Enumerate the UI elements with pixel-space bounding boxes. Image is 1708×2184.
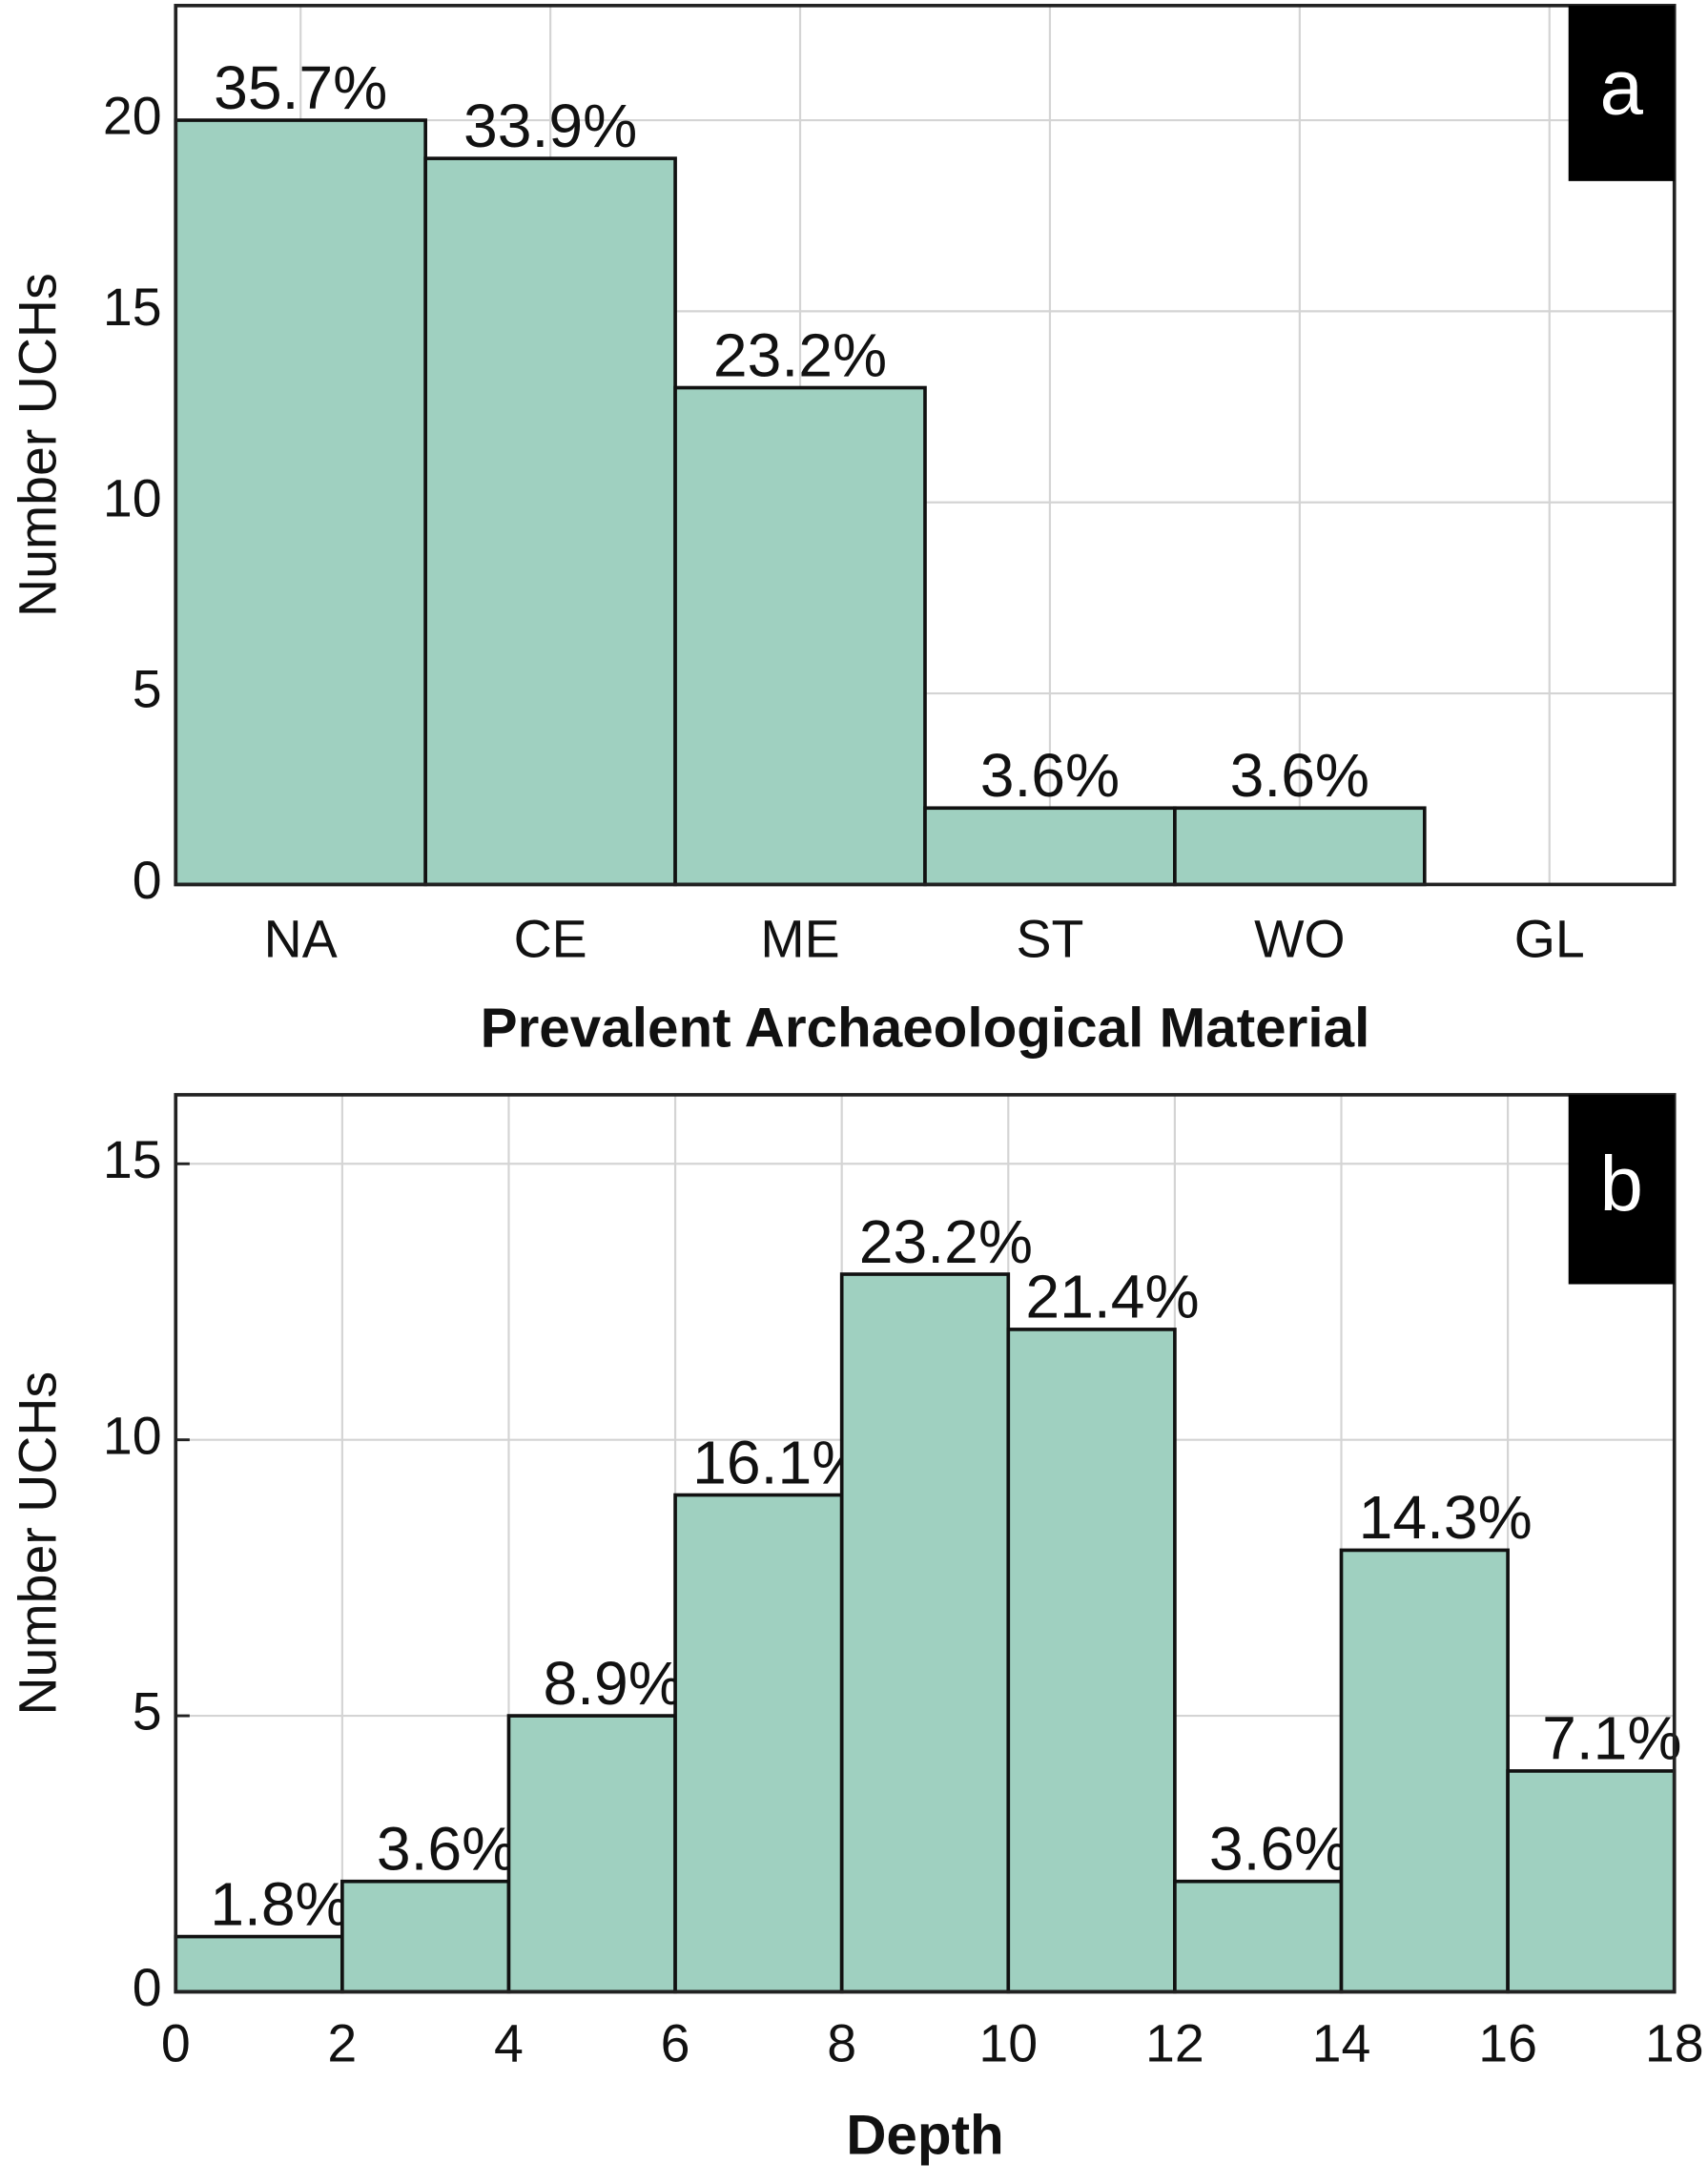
x-axis-title: Prevalent Archaeological Material: [481, 998, 1370, 1060]
bar-label: 14.3%: [1359, 1483, 1533, 1552]
plot-frame: [174, 4, 1677, 887]
bar-label: 3.6%: [377, 1814, 516, 1883]
y-tick-label: 15: [103, 278, 162, 337]
y-tick-label: 0: [133, 851, 162, 910]
panel-box: [1568, 5, 1675, 181]
bar: [923, 806, 1177, 887]
bar: [174, 1934, 344, 1994]
bar: [1339, 1548, 1510, 1994]
bar-label: 35.7%: [214, 53, 387, 122]
bar: [174, 118, 427, 887]
bar-label: 21.4%: [1025, 1263, 1199, 1331]
x-tick-label: 2: [327, 2014, 357, 2073]
x-tick-label: NA: [264, 909, 338, 968]
bar-label: 3.6%: [980, 741, 1120, 810]
x-tick-label: 0: [161, 2014, 191, 2073]
bar-label: 23.2%: [713, 320, 887, 389]
y-tick-label: 20: [103, 87, 162, 146]
bar: [1173, 1879, 1344, 1994]
panel-box: [1568, 1094, 1675, 1285]
bar: [423, 156, 677, 887]
bar-label: 8.9%: [543, 1649, 682, 1718]
panel-label: a: [1599, 44, 1643, 131]
plot-frame: [174, 1093, 1677, 1994]
y-axis-title: Number UCHs: [9, 273, 68, 617]
x-tick-label: ST: [1016, 909, 1083, 968]
bar: [673, 385, 927, 887]
bar: [1506, 1769, 1677, 1994]
x-tick-label: 14: [1312, 2014, 1371, 2073]
y-tick-label: 10: [103, 1406, 162, 1465]
x-tick-label: 16: [1478, 2014, 1537, 2073]
x-tick-label: 10: [978, 2014, 1038, 2073]
y-tick-label: 5: [133, 660, 162, 719]
y-tick-label: 10: [103, 468, 162, 527]
bar-label: 7.1%: [1542, 1704, 1681, 1773]
bar: [839, 1272, 1011, 1994]
y-tick-label: 15: [103, 1130, 162, 1189]
bar-label: 1.8%: [210, 1869, 349, 1938]
y-tick-label: 5: [133, 1682, 162, 1741]
x-tick-label: 8: [827, 2014, 856, 2073]
bar: [673, 1493, 844, 1994]
x-tick-label: GL: [1514, 909, 1585, 968]
x-axis-title: Depth: [846, 2105, 1003, 2167]
bar-label: 16.1%: [692, 1428, 866, 1496]
x-tick-label: ME: [760, 909, 839, 968]
x-tick-label: WO: [1254, 909, 1346, 968]
y-tick-label: 0: [133, 1958, 162, 2017]
x-tick-label: CE: [514, 909, 587, 968]
bar: [506, 1714, 677, 1994]
bar: [1006, 1328, 1177, 1994]
x-tick-label: 18: [1645, 2014, 1704, 2073]
bar: [340, 1879, 511, 1994]
x-tick-label: 12: [1145, 2014, 1204, 2073]
bar-label: 3.6%: [1209, 1814, 1348, 1883]
panel-label: b: [1599, 1141, 1642, 1227]
y-axis-title: Number UCHs: [9, 1371, 68, 1716]
bar-label: 33.9%: [463, 92, 637, 160]
x-tick-label: 4: [494, 2014, 524, 2073]
x-tick-label: 6: [661, 2014, 690, 2073]
bar-label: 23.2%: [859, 1207, 1033, 1276]
bar-label: 3.6%: [1230, 741, 1369, 810]
bar: [1173, 806, 1427, 887]
